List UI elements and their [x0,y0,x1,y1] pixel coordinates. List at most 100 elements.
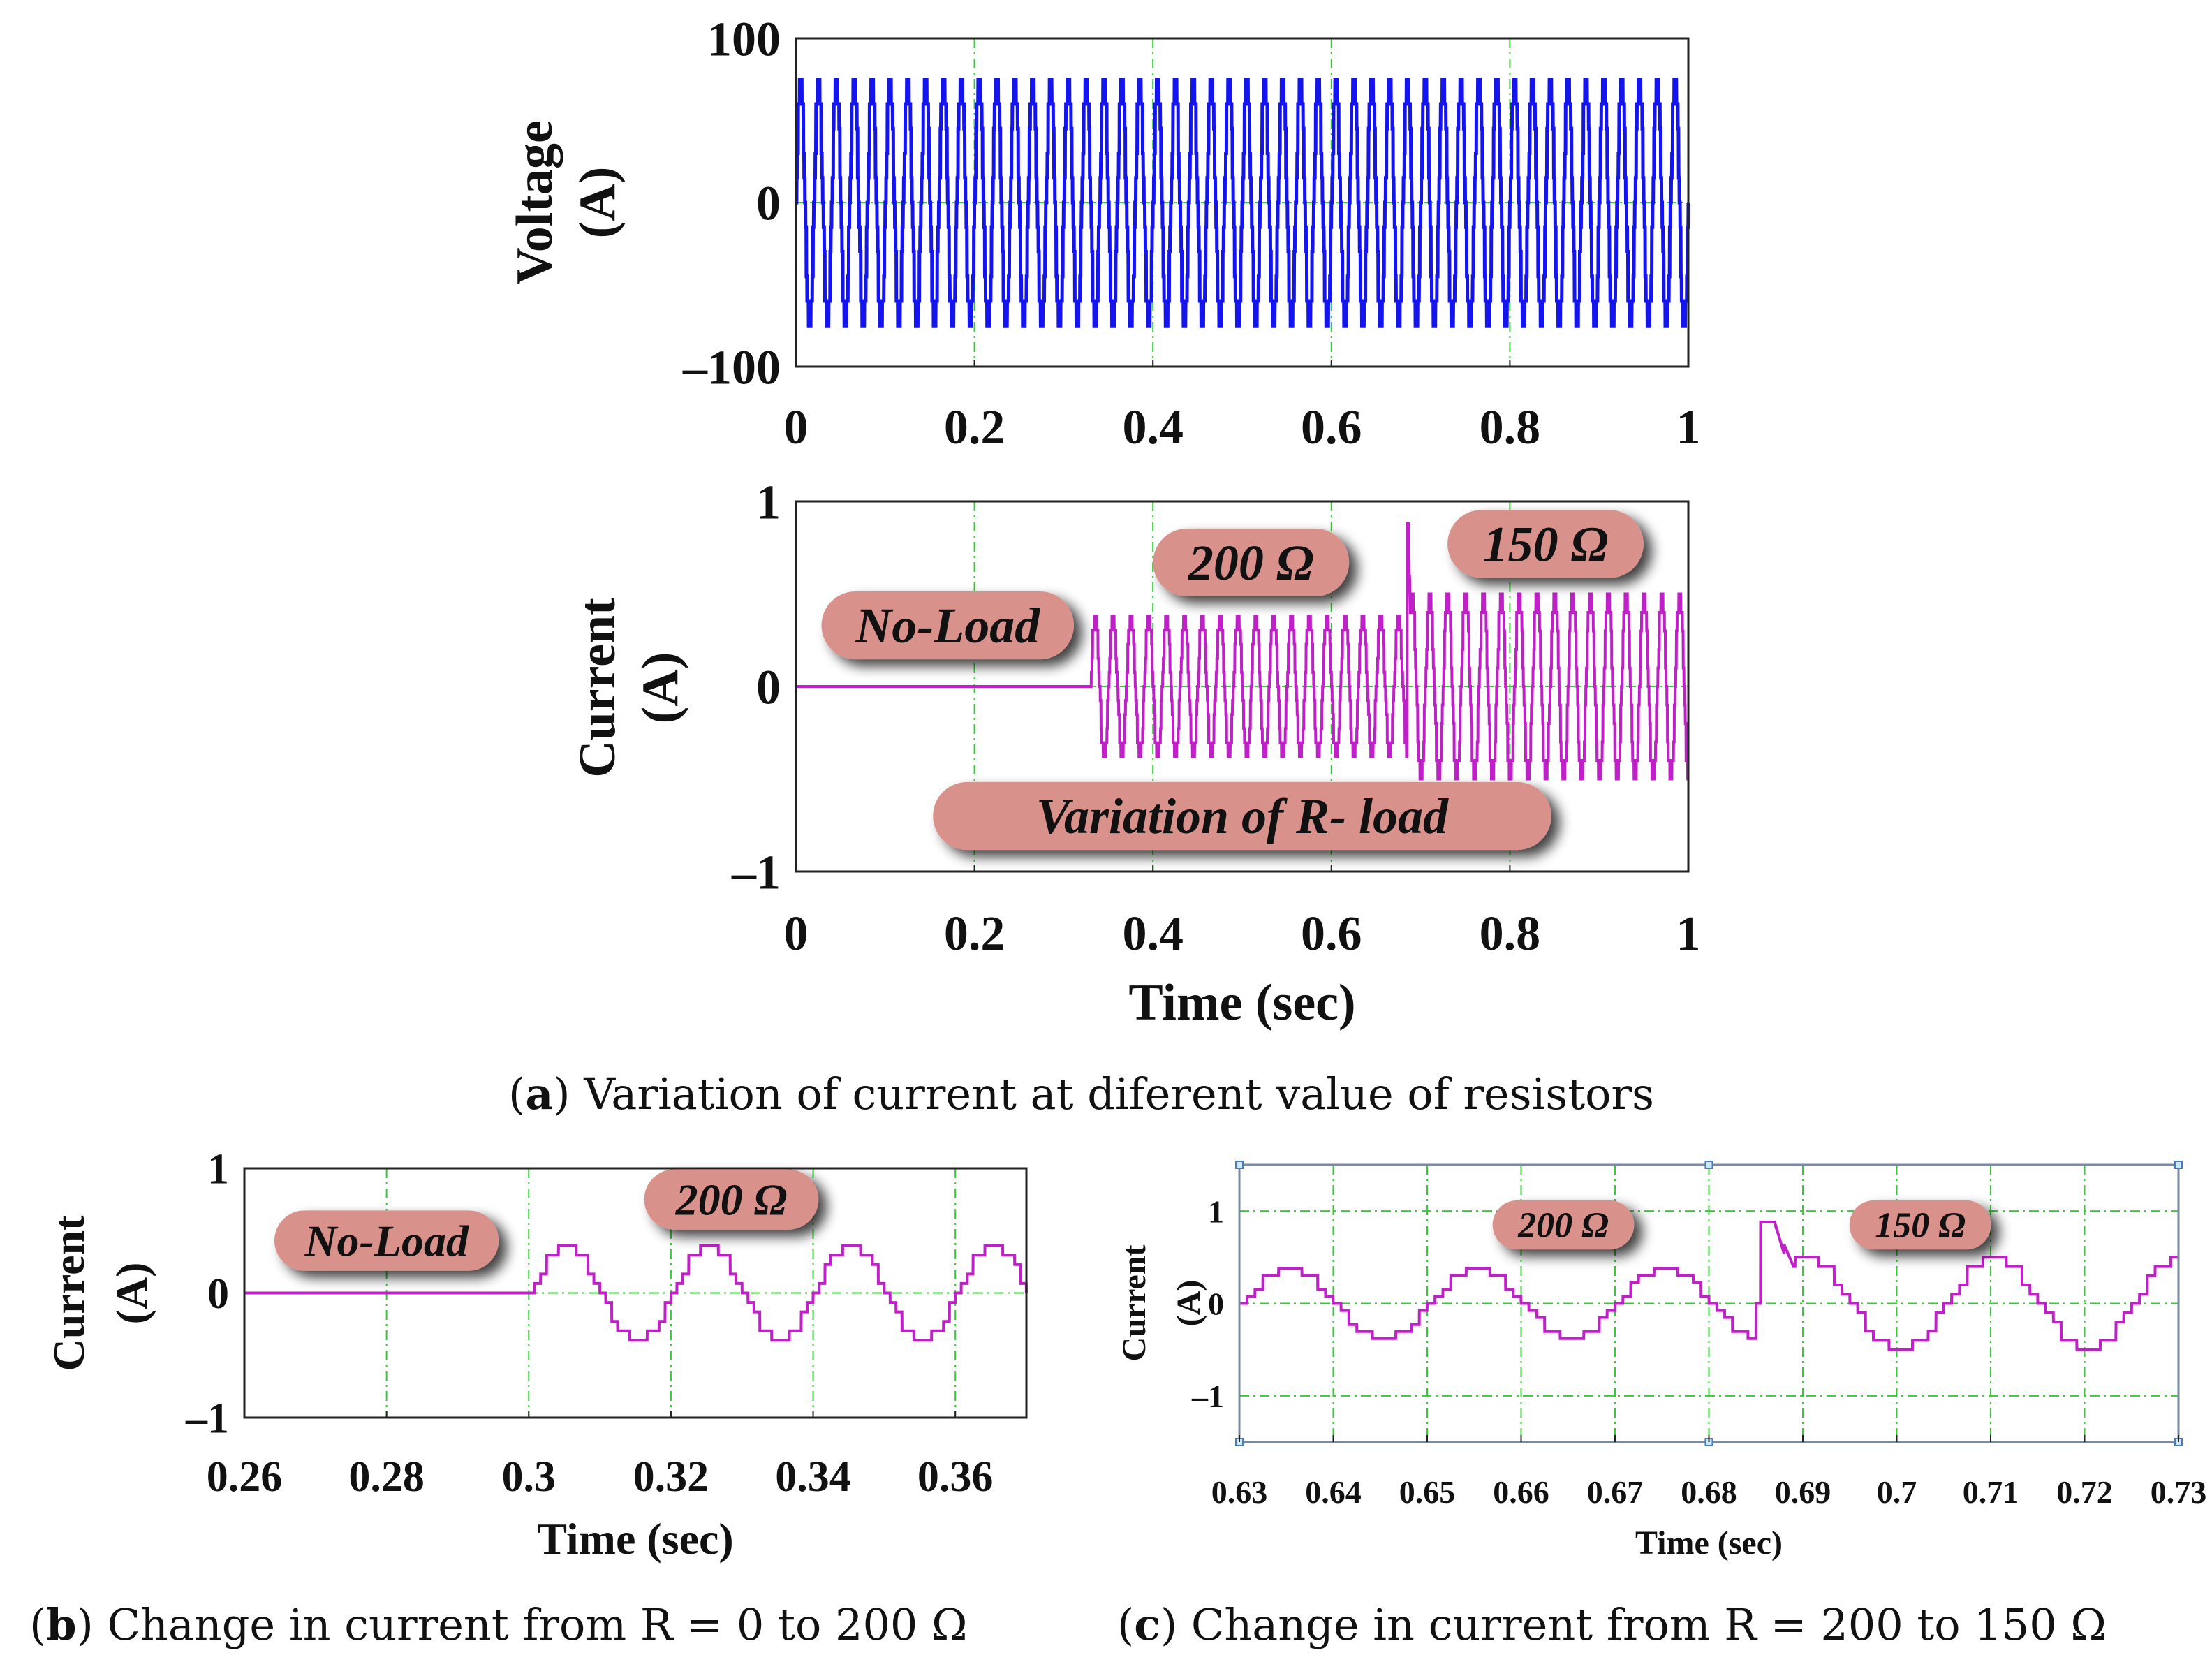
y-tick-label: 0 [756,661,781,715]
y-axis-label: Current [1116,1244,1153,1361]
x-tick-label: 0.66 [1493,1474,1549,1510]
annotation-label: 200 Ω [1153,528,1350,597]
series-current-line [1239,1221,2178,1351]
annotation-text: 200 Ω [675,1175,788,1224]
caption-b-letter: b [46,1599,77,1650]
x-tick-label: 0.6 [1301,401,1362,455]
x-tick-label: 0.68 [1681,1474,1737,1510]
x-tick-label: 0.34 [775,1453,851,1501]
y-tick-label: –1 [185,1395,229,1443]
caption-c-letter: c [1134,1599,1160,1650]
x-axis-label: Time (sec) [1128,974,1355,1031]
y-tick-label: 0 [756,177,781,231]
y-axis-label: Current [569,598,626,778]
y-axis-unit: (A) [569,167,626,239]
y-tick-label: 1 [207,1146,229,1193]
plot-frame [795,37,1690,368]
annotation-pill [1447,510,1644,578]
annotation-text: Variation of R- load [1036,788,1449,844]
plot-frame [243,1167,1028,1419]
y-tick-label: –1 [731,846,781,900]
annotation-label: No-Load [274,1210,499,1271]
x-tick-label: 0.71 [1963,1474,2019,1510]
x-tick-label: 0.4 [1122,401,1184,455]
annotation-pill [821,591,1074,660]
annotation-pill [644,1169,819,1230]
annotation-text: No-Load [304,1216,469,1265]
x-tick-label: 0.4 [1122,907,1184,961]
x-tick-label: 0 [784,401,809,455]
x-tick-label: 0.26 [207,1453,283,1501]
caption-a-text: Variation of current at diferent value o… [584,1068,1654,1119]
x-tick-label: 0.36 [917,1453,994,1501]
x-tick-label: 0.65 [1399,1474,1456,1510]
annotation-text: No-Load [855,598,1040,654]
y-tick-label: –1 [1191,1379,1224,1414]
x-tick-label: 0.6 [1301,907,1362,961]
frame-handle [1704,1161,1713,1169]
x-axis-label: Time (sec) [1635,1524,1783,1561]
series-voltage-line [795,78,1690,328]
y-axis-label: Voltage [506,120,563,285]
annotation-text: 200 Ω [1188,535,1314,591]
annotation-label: No-Load [821,591,1074,660]
caption-a-letter: a [525,1068,554,1119]
y-tick-label: 1 [1208,1193,1224,1229]
y-axis-label: Current [44,1215,94,1371]
y-axis-unit: (A) [632,652,689,724]
caption-c: (c) Change in current from R = 200 to 15… [1117,1599,2107,1650]
series-current-line [244,1244,1028,1342]
x-tick-label: 0.64 [1305,1474,1362,1510]
annotation-pill [274,1210,499,1271]
x-tick-label: 0.2 [944,907,1005,961]
x-tick-label: 0.8 [1480,907,1541,961]
x-tick-label: 0.69 [1775,1474,1831,1510]
chart-current-zoom-200-to-150: 0.63 0.64 0.65 0.66 0.67 0.68 0.69 0.7 0.71 0.72 0… [1116,1161,2206,1561]
annotation-label: 150 Ω [1447,510,1644,578]
chart-current-zoom-no-load-to-200: 0.26 0.28 0.3 0.32 0.34 0.36 1 0 –1 Current (A) Tim… [44,1146,1028,1564]
x-tick-label: 0 [784,907,809,961]
y-tick-label: 1 [756,476,781,530]
annotation-label: 200 Ω [644,1169,819,1230]
annotation-pill [1849,1200,1991,1250]
y-tick-label: 0 [207,1270,229,1318]
x-axis-label: Time (sec) [537,1514,733,1564]
annotation-pill [1153,528,1350,597]
x-tick-label: 0.32 [633,1453,709,1501]
x-tick-label: 0.3 [502,1453,556,1501]
caption-c-text: Change in current from R = 200 to 150 Ω [1190,1599,2107,1650]
x-tick-label: 0.63 [1211,1474,1268,1510]
annotation-text: 150 Ω [1875,1206,1966,1246]
annotation-label: Variation of R- load [933,781,1551,851]
plot-frame [795,500,1690,873]
caption-b-text: Change in current from R = 0 to 200 Ω [107,1599,968,1650]
annotation-text: 150 Ω [1483,516,1609,572]
y-axis-unit: (A) [107,1263,156,1325]
x-tick-label: 0.8 [1480,401,1541,455]
frame-handle [2174,1161,2183,1169]
annotation-label: 150 Ω [1849,1200,1991,1250]
x-tick-label: 0.67 [1587,1474,1644,1510]
frame-handle [1235,1161,1244,1169]
x-tick-label: 1 [1676,907,1701,961]
series-current-line [796,522,1690,781]
x-tick-label: 1 [1676,401,1701,455]
annotation-pill [933,781,1551,851]
y-tick-label: –100 [682,341,781,395]
caption-b: (b) Change in current from R = 0 to 200 … [29,1599,968,1650]
x-tick-label: 0.72 [2056,1474,2113,1510]
annotation-label: 200 Ω [1492,1200,1635,1250]
caption-a: (a) Variation of current at diferent val… [508,1068,1654,1119]
y-axis-unit: (A) [1170,1280,1207,1327]
annotation-text: 200 Ω [1517,1206,1609,1246]
x-tick-label: 0.73 [2151,1474,2207,1510]
y-tick-label: 0 [1208,1286,1224,1322]
y-tick-label: 100 [707,13,781,67]
x-tick-label: 0.28 [348,1453,425,1501]
x-tick-label: 0.7 [1877,1474,1917,1510]
x-tick-label: 0.2 [944,401,1005,455]
annotation-pill [1492,1200,1635,1250]
